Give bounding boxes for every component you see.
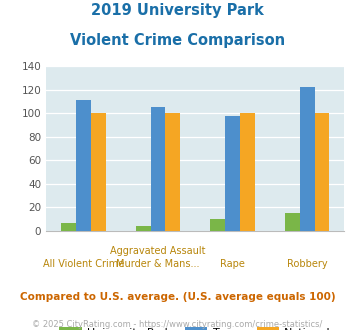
Text: Murder & Mans...: Murder & Mans... — [116, 259, 200, 269]
Text: All Violent Crime: All Violent Crime — [43, 259, 124, 269]
Bar — [76, 100, 91, 231]
Text: Compared to U.S. average. (U.S. average equals 100): Compared to U.S. average. (U.S. average … — [20, 292, 335, 302]
Bar — [225, 115, 240, 231]
Bar — [315, 113, 329, 231]
Bar — [210, 219, 225, 231]
Text: Robbery: Robbery — [287, 259, 327, 269]
Text: © 2025 CityRating.com - https://www.cityrating.com/crime-statistics/: © 2025 CityRating.com - https://www.city… — [32, 320, 323, 329]
Text: Aggravated Assault: Aggravated Assault — [110, 246, 206, 256]
Bar — [240, 113, 255, 231]
Bar — [165, 113, 180, 231]
Bar — [61, 223, 76, 231]
Bar — [91, 113, 106, 231]
Legend: University Park, Texas, National: University Park, Texas, National — [55, 322, 335, 330]
Bar — [300, 87, 315, 231]
Text: Rape: Rape — [220, 259, 245, 269]
Bar — [285, 213, 300, 231]
Bar — [136, 226, 151, 231]
Bar — [151, 107, 165, 231]
Text: 2019 University Park: 2019 University Park — [91, 3, 264, 18]
Text: Violent Crime Comparison: Violent Crime Comparison — [70, 33, 285, 48]
